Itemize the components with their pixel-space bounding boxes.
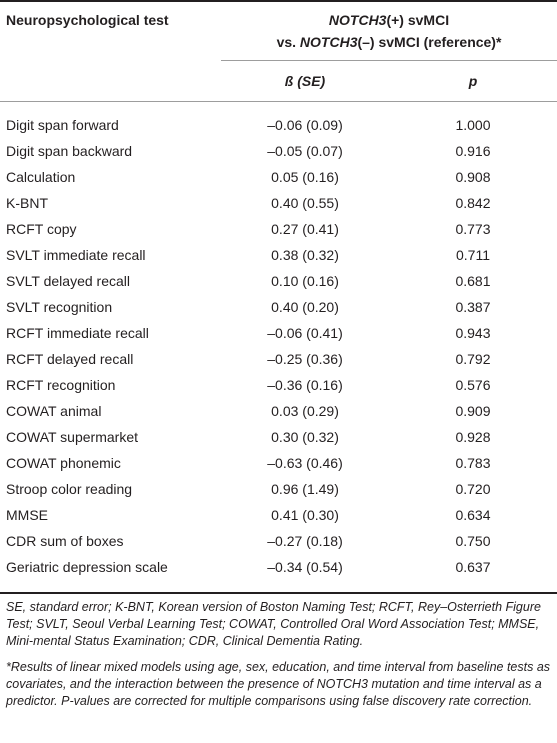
gene-name: NOTCH3 [299,34,358,50]
beta-value: 0.40 (0.55) [271,195,339,211]
group-header-line-2: vs. NOTCH3(–) svMCI (reference)* [276,34,502,50]
beta-value: 0.03 (0.29) [271,403,339,419]
table-row: Geriatric depression scale –0.34 (0.54) 0.… [0,554,557,580]
table-row: Digit span backward –0.05 (0.07) 0.916 [0,138,557,164]
beta-value: –0.34 (0.54) [267,559,343,575]
column-group-header: NOTCH3(+) svMCI vs. NOTCH3(–) svMCI (ref… [221,11,557,55]
p-value: 0.681 [455,273,491,289]
test-name: Calculation [6,169,76,185]
table-row: CDR sum of boxes –0.27 (0.18) 0.750 [0,528,557,554]
table-row: Calculation 0.05 (0.16) 0.908 [0,164,557,190]
test-name: SVLT recognition [6,299,113,315]
table-row: Stroop color reading 0.96 (1.49) 0.720 [0,476,557,502]
test-name: Digit span forward [6,117,119,133]
table-row: K-BNT 0.40 (0.55) 0.842 [0,190,557,216]
p-value: 0.387 [455,299,491,315]
test-name: MMSE [6,507,48,523]
p-value: 0.842 [455,195,491,211]
beta-value: –0.27 (0.18) [267,533,343,549]
test-name: RCFT delayed recall [6,351,134,367]
header-bottom-rule [0,101,557,102]
table-row: COWAT supermarket 0.30 (0.32) 0.928 [0,424,557,450]
beta-value: 0.05 (0.16) [271,169,339,185]
gene-name: NOTCH3 [328,12,387,28]
table-row: RCFT recognition –0.36 (0.16) 0.576 [0,372,557,398]
p-value: 0.916 [455,143,491,159]
test-name: RCFT recognition [6,377,116,393]
beta-value: 0.10 (0.16) [271,273,339,289]
test-name: COWAT supermarket [6,429,138,445]
p-value: 0.909 [455,403,491,419]
table-body: Digit span forward –0.06 (0.09) 1.000 Digit… [0,112,557,580]
beta-value: –0.63 (0.46) [267,455,343,471]
p-value: 0.711 [456,247,490,263]
beta-value: 0.41 (0.30) [271,507,339,523]
column-header-test: Neuropsychological test [6,12,169,28]
test-name: COWAT animal [6,403,102,419]
footnote-abbreviations: SE, standard error; K-BNT, Korean versio… [6,600,541,648]
test-name: RCFT immediate recall [6,325,149,341]
p-value: 0.783 [455,455,491,471]
table-row: RCFT delayed recall –0.25 (0.36) 0.792 [0,346,557,372]
group-header-line-1: NOTCH3(+) svMCI [328,12,450,28]
beta-value: 0.27 (0.41) [271,221,339,237]
p-value: 0.908 [455,169,491,185]
p-value: 0.943 [455,325,491,341]
p-value: 0.576 [455,377,491,393]
test-name: Digit span backward [6,143,133,159]
beta-value: 0.38 (0.32) [271,247,339,263]
test-name: Stroop color reading [6,481,133,497]
p-value: 0.720 [455,481,491,497]
table-row: COWAT animal 0.03 (0.29) 0.909 [0,398,557,424]
test-name: RCFT copy [6,221,77,237]
test-name: K-BNT [6,195,48,211]
test-name: SVLT immediate recall [6,247,146,263]
group-header-rule [221,60,557,61]
table-top-rule [0,0,557,2]
beta-value: –0.06 (0.41) [267,325,343,341]
beta-value: –0.36 (0.16) [267,377,343,393]
p-value: 0.928 [455,429,491,445]
beta-value: –0.25 (0.36) [267,351,343,367]
beta-value: –0.05 (0.07) [267,143,343,159]
p-value: 0.634 [455,507,491,523]
table-row: SVLT immediate recall 0.38 (0.32) 0.711 [0,242,557,268]
beta-value: –0.06 (0.09) [267,117,343,133]
table-row: RCFT copy 0.27 (0.41) 0.773 [0,216,557,242]
table-row: SVLT recognition 0.40 (0.20) 0.387 [0,294,557,320]
beta-value: 0.40 (0.20) [271,299,339,315]
p-value: 0.792 [455,351,491,367]
beta-value: 0.30 (0.32) [271,429,339,445]
table-row: SVLT delayed recall 0.10 (0.16) 0.681 [0,268,557,294]
test-name: Geriatric depression scale [6,559,168,575]
p-value: 0.637 [455,559,491,575]
test-name: COWAT phonemic [6,455,121,471]
p-value: 0.750 [455,533,491,549]
table-bottom-rule [0,592,557,594]
test-name: CDR sum of boxes [6,533,124,549]
test-name: SVLT delayed recall [6,273,130,289]
table-row: Digit span forward –0.06 (0.09) 1.000 [0,112,557,138]
table-row: COWAT phonemic –0.63 (0.46) 0.783 [0,450,557,476]
p-value: 0.773 [455,221,491,237]
table-row: RCFT immediate recall –0.06 (0.41) 0.943 [0,320,557,346]
column-header-beta: ß (SE) [284,73,326,89]
column-header-p: p [468,73,478,89]
beta-value: 0.96 (1.49) [271,481,339,497]
table-row: MMSE 0.41 (0.30) 0.634 [0,502,557,528]
p-value: 1.000 [455,117,491,133]
footnote-asterisk: *Results of linear mixed models using ag… [6,660,551,708]
